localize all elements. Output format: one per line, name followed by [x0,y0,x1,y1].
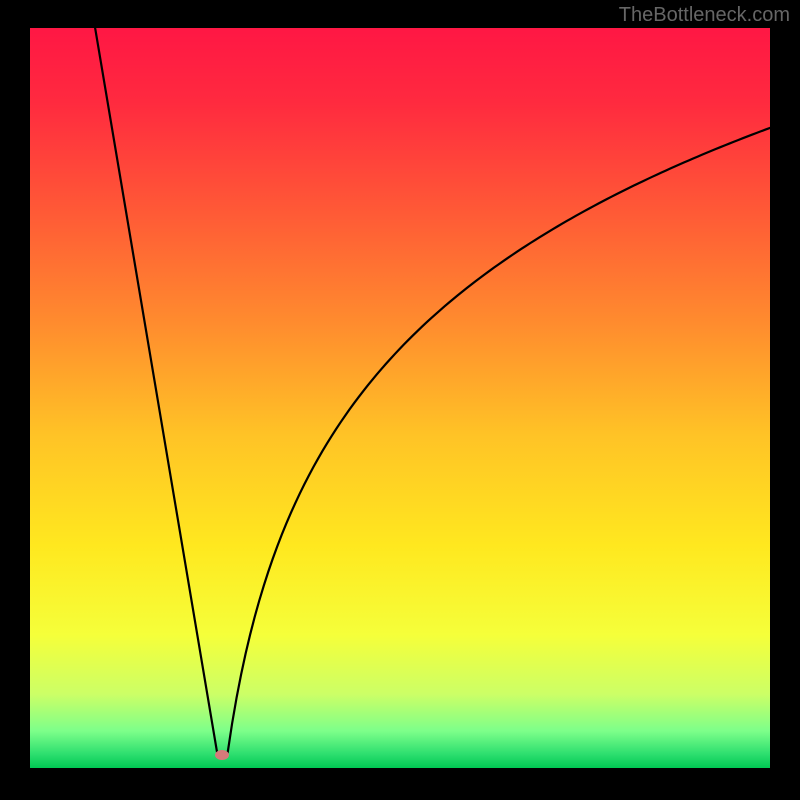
plot-area [30,28,770,768]
chart-container: TheBottleneck.com [0,0,800,800]
minimum-point-marker [215,750,229,760]
bottleneck-curve [30,28,770,768]
watermark-text: TheBottleneck.com [619,4,790,27]
